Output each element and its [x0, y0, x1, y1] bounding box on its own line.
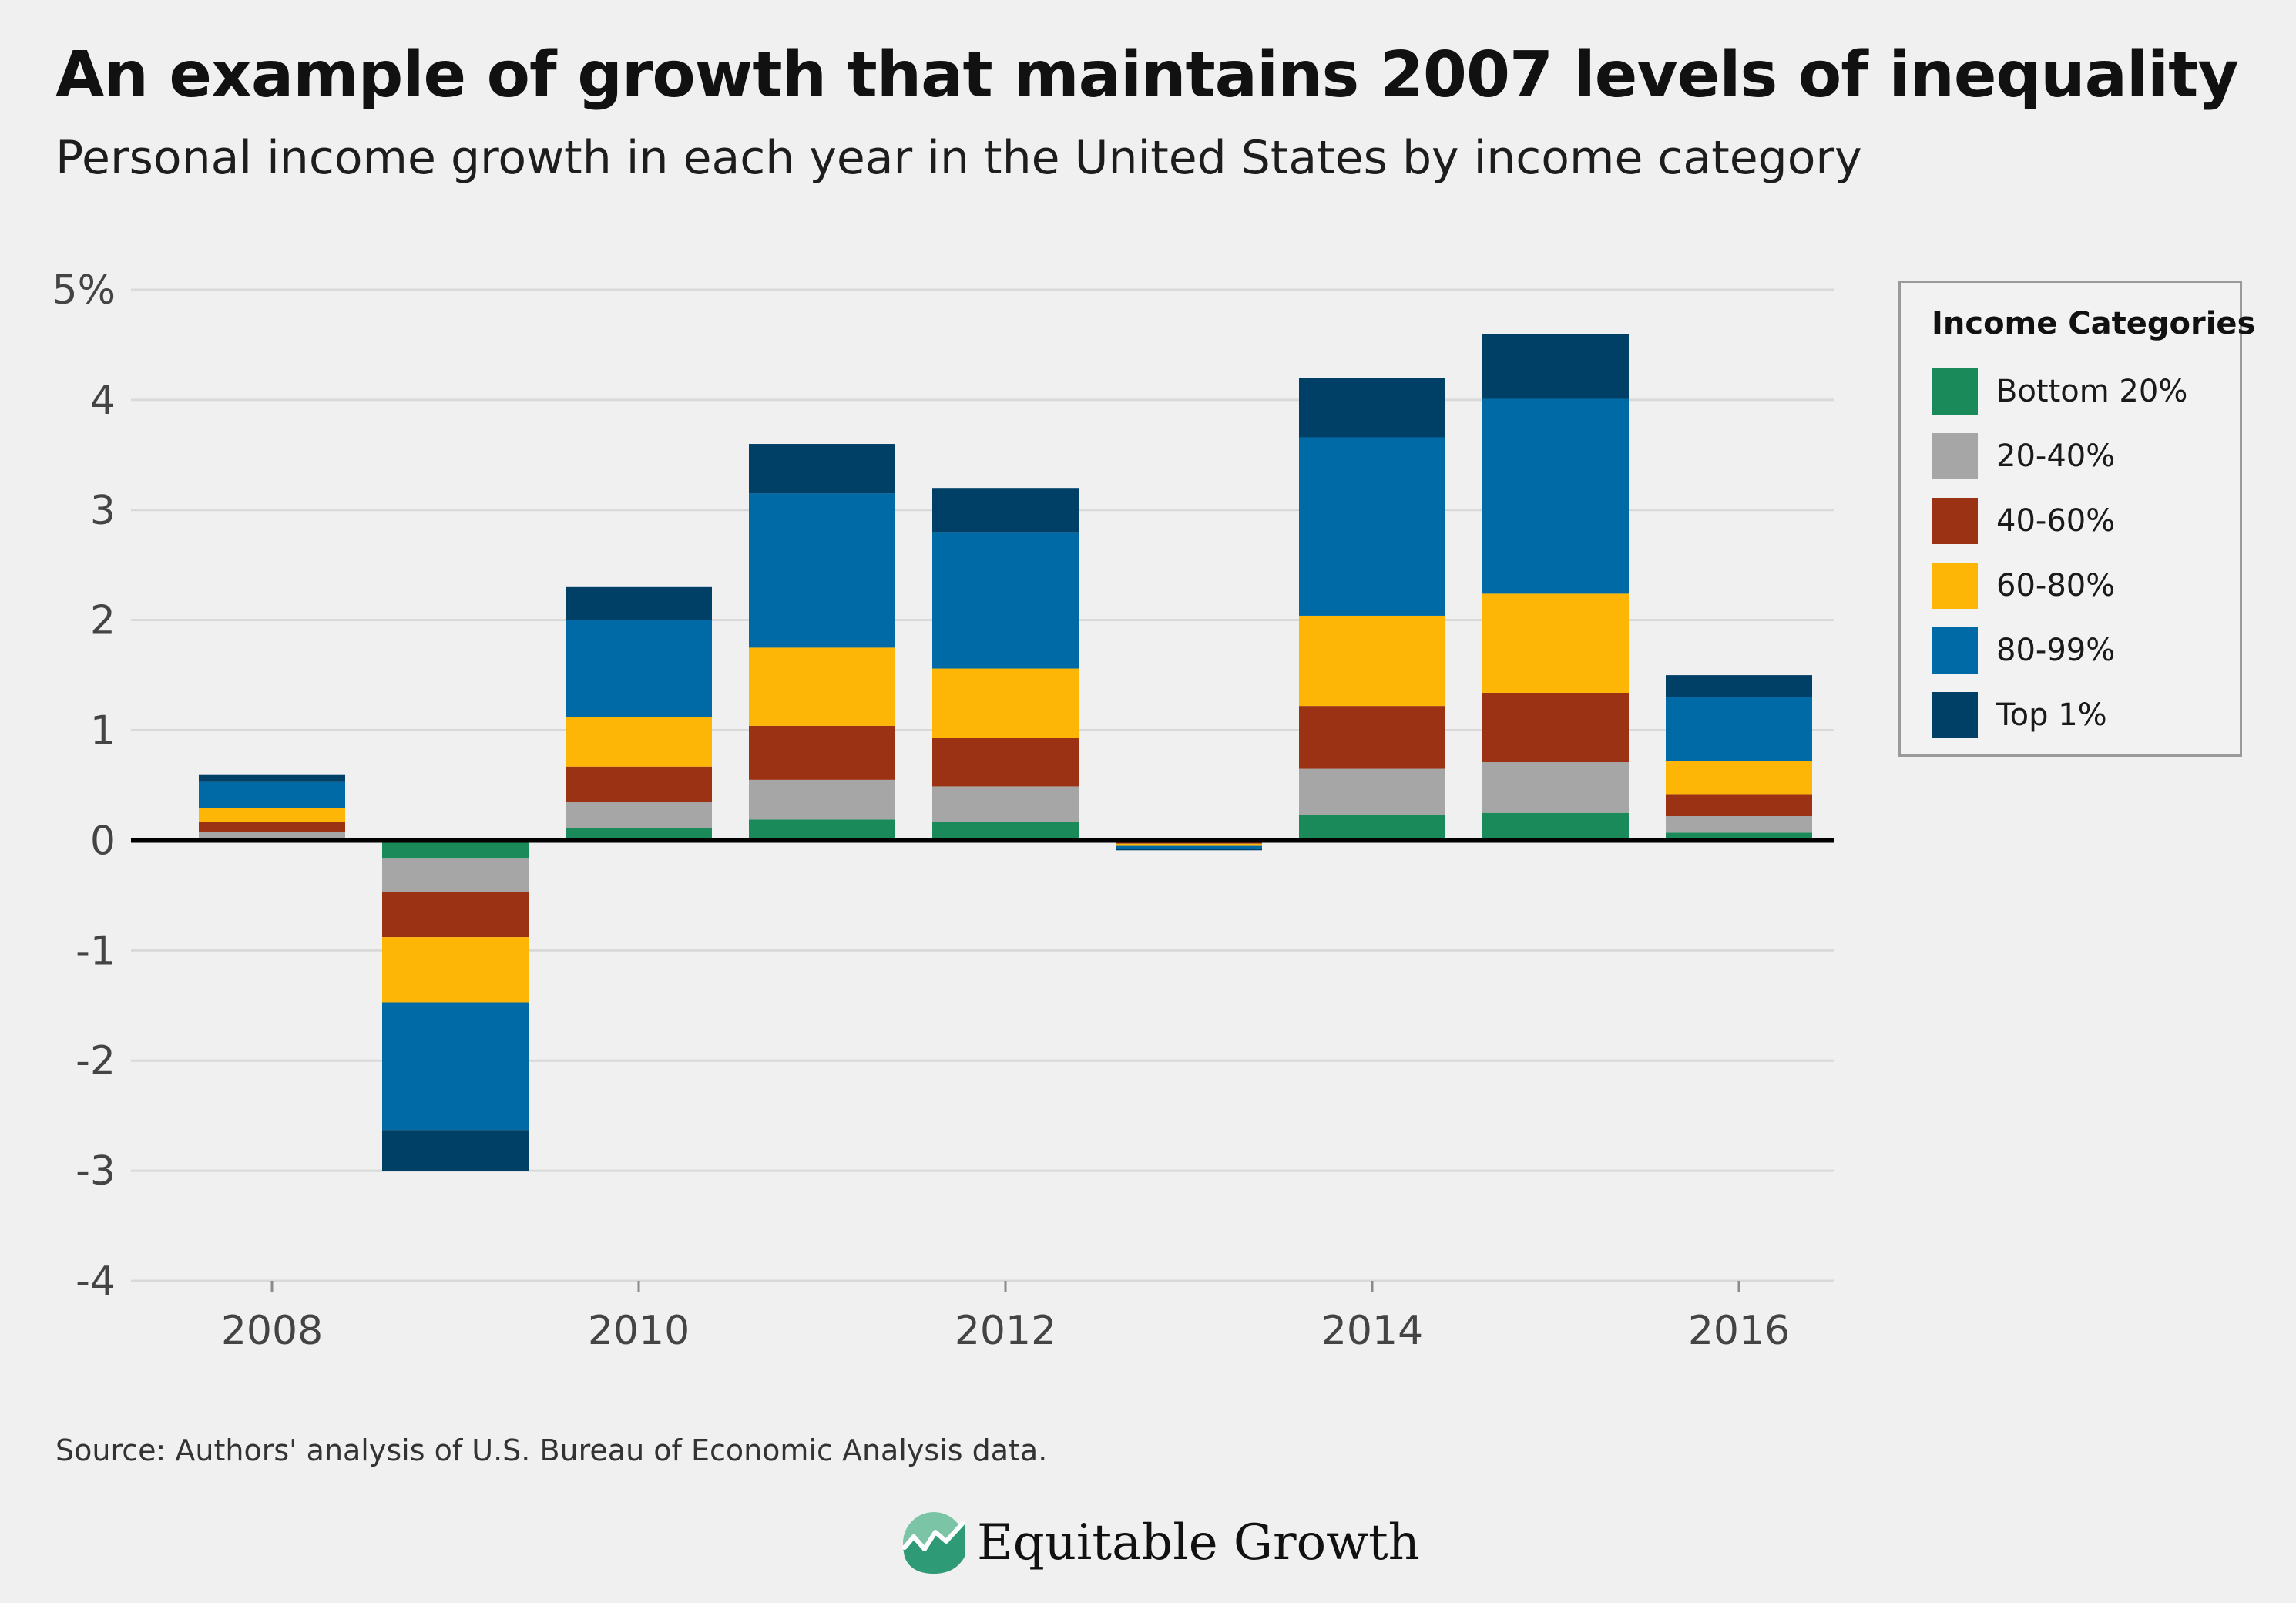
bar-segment [1666, 675, 1812, 697]
x-tick-label: 2008 [221, 1308, 323, 1354]
y-tick-label: 2 [90, 598, 116, 644]
bar-segment [199, 832, 345, 838]
bar-segment [1666, 816, 1812, 833]
legend-label: 60-80% [1996, 568, 2116, 603]
bar-segment [382, 858, 529, 892]
legend-label: 80-99% [1996, 633, 2116, 668]
legend-swatch [1932, 368, 1978, 415]
bar-segment [1299, 615, 1445, 707]
axes: -4 -3 -2 -1 0 1 2 3 4 5% 2008 2010 2012 2014 2016 [52, 267, 1834, 1354]
bar-segment [1116, 849, 1262, 851]
bar-segment [199, 822, 345, 832]
legend-item-top-1: Top 1% [1932, 691, 2240, 739]
bar-segment [199, 774, 345, 782]
bar-segment [932, 786, 1079, 822]
y-tick-label: -1 [76, 928, 116, 974]
bar-segment [932, 532, 1079, 669]
bar-segment [1666, 832, 1812, 841]
legend-item-40-60: 40-60% [1932, 497, 2240, 545]
bar-segment [1482, 334, 1629, 399]
bar-segment [749, 493, 895, 648]
legend-title: Income Categories [1932, 306, 2256, 341]
legend-label: Top 1% [1996, 697, 2107, 733]
y-tick-label: -2 [76, 1038, 116, 1084]
bar-segment [749, 819, 895, 841]
chart-title: An example of growth that maintains 2007… [55, 39, 2239, 112]
bar-segment [566, 766, 712, 802]
bar-segment [932, 822, 1079, 841]
bar-segment [1482, 761, 1629, 813]
legend-label: 20-40% [1996, 439, 2116, 474]
bar-segment [566, 802, 712, 828]
bar-segment [1116, 843, 1262, 846]
bar-segment [1482, 692, 1629, 762]
bar-segment [932, 738, 1079, 787]
bar-segment [382, 1130, 529, 1171]
y-tick-label: 4 [90, 378, 116, 424]
x-tick-label: 2016 [1688, 1308, 1790, 1354]
y-tick-label: 1 [90, 708, 116, 754]
y-tick-label: -3 [76, 1148, 116, 1195]
x-tick-label: 2010 [588, 1308, 690, 1354]
bars [199, 334, 1812, 1171]
bar-segment [566, 620, 712, 717]
bar-segment [749, 725, 895, 780]
y-tick-label: -4 [76, 1259, 116, 1305]
y-tick-label: 3 [90, 488, 116, 534]
bar-segment [749, 779, 895, 820]
stacked-bar-chart: -4 -3 -2 -1 0 1 2 3 4 5% 2008 2010 2012 2014 2016 [52, 267, 1834, 1354]
legend-swatch [1932, 692, 1978, 738]
brand-name: Equitable Growth [977, 1514, 1420, 1571]
rising-line-icon [902, 1512, 965, 1574]
x-tick-label: 2012 [955, 1308, 1056, 1354]
bar-segment [566, 828, 712, 841]
legend-item-60-80: 60-80% [1932, 562, 2240, 610]
bar-segment [932, 488, 1079, 533]
source-note: Source: Authors' analysis of U.S. Bureau… [55, 1433, 1048, 1467]
legend-swatch [1932, 563, 1978, 609]
legend-item-20-40: 20-40% [1932, 432, 2240, 480]
bar-segment [749, 444, 895, 494]
bar-segment [566, 586, 712, 620]
bar-segment [1299, 706, 1445, 769]
bar-segment [566, 717, 712, 767]
bar-segment [1299, 378, 1445, 438]
bar-segment [1482, 398, 1629, 594]
bar-segment [1299, 437, 1445, 616]
bar-segment [749, 647, 895, 726]
bar-segment [1666, 761, 1812, 795]
chart-subtitle: Personal income growth in each year in t… [55, 131, 1862, 185]
legend: Income Categories Bottom 20% 20-40% 40-6… [1898, 281, 2256, 757]
bar-segment [382, 1002, 529, 1131]
legend-item-80-99: 80-99% [1932, 627, 2240, 674]
bar-segment [932, 668, 1079, 738]
bar-segment [1299, 815, 1445, 841]
bar-segment [1666, 794, 1812, 817]
bar-segment [199, 781, 345, 809]
legend-swatch [1932, 433, 1978, 479]
bar-segment [1482, 593, 1629, 693]
bar-segment [1116, 842, 1262, 844]
bar-segment [382, 892, 529, 938]
legend-label: 40-60% [1996, 503, 2116, 539]
legend-swatch [1932, 627, 1978, 674]
bar-segment [199, 808, 345, 822]
x-tick-label: 2014 [1321, 1308, 1423, 1354]
brand-logo: Equitable Growth [901, 1511, 1420, 1575]
legend-label: Bottom 20% [1996, 374, 2188, 409]
legend-item-bottom-20: Bottom 20% [1932, 368, 2240, 415]
bar-segment [1666, 697, 1812, 761]
y-tick-label: 5% [52, 267, 116, 314]
bar-segment [382, 937, 529, 1003]
bar-segment [1482, 812, 1629, 841]
bar-segment [382, 840, 529, 859]
bar-segment [1116, 845, 1262, 849]
legend-swatch [1932, 498, 1978, 544]
bar-segment [1299, 768, 1445, 815]
y-tick-label: 0 [90, 818, 116, 864]
